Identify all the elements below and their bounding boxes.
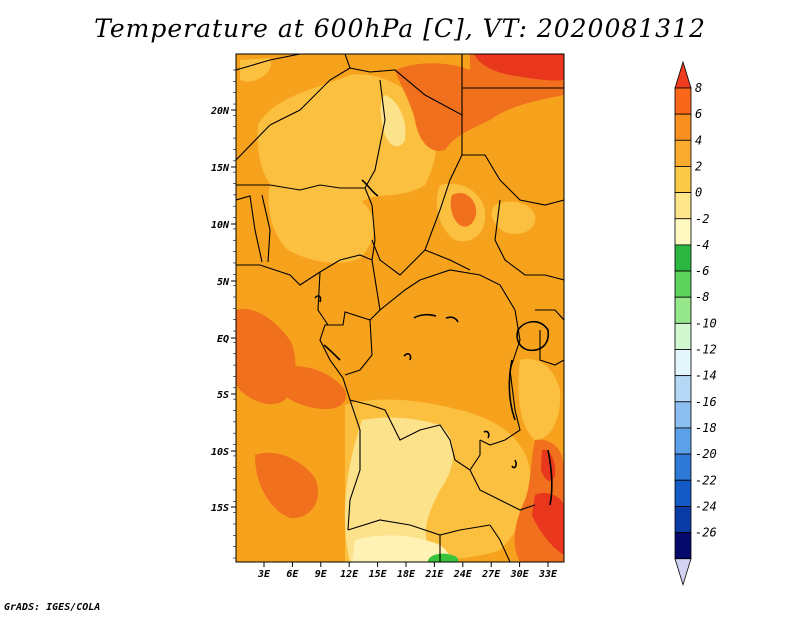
lat-label: 10S — [211, 447, 229, 458]
colorbar-swatch — [674, 532, 692, 560]
colorbar-swatch — [674, 244, 692, 272]
lon-label: 30E — [510, 569, 530, 580]
field-warm-nw — [240, 58, 272, 82]
colorbar-label: -22 — [695, 473, 717, 487]
colorbar-label: -16 — [695, 395, 717, 409]
lon-label: 33E — [538, 569, 558, 580]
colorbar-bottom-arrow — [674, 558, 692, 587]
latitude-axis: 20N 15N 10N 5N EQ 5S 10S 15S — [210, 69, 236, 559]
colorbar-label: -26 — [695, 526, 717, 540]
lat-label: 5S — [217, 390, 229, 401]
colorbar-label: -20 — [695, 447, 717, 461]
colorbar-label: -4 — [695, 238, 709, 252]
colorbar-label: 6 — [695, 107, 702, 121]
lat-label: 5N — [217, 277, 230, 288]
colorbar-label: -8 — [695, 290, 709, 304]
field-cool-sahara — [380, 95, 406, 147]
lat-label: 10N — [211, 220, 230, 231]
colorbar-label: -12 — [695, 343, 717, 357]
colorbar-swatch — [674, 505, 692, 533]
colorbar-swatch — [674, 218, 692, 246]
lat-label: 20N — [210, 106, 230, 117]
colorbar-swatch — [674, 349, 692, 377]
colorbar-swatch — [674, 375, 692, 403]
lat-label: EQ — [217, 334, 229, 345]
colorbar-label: -18 — [695, 421, 717, 435]
lon-label: 3E — [257, 569, 271, 580]
lon-label: 12E — [340, 569, 359, 580]
colorbar-top-arrow — [674, 60, 692, 89]
longitude-axis: 3E 6E 9E 12E 15E 18E 21E 24E 27E 30E 33E — [257, 562, 558, 580]
lon-label: 9E — [315, 569, 328, 580]
field-hot-atlantic — [270, 366, 346, 410]
colorbar-label: -14 — [695, 369, 717, 383]
colorbar-label: -24 — [695, 499, 717, 513]
field-warm-ethiopia — [491, 201, 536, 235]
field-cool-southmost — [352, 535, 451, 562]
lon-label: 6E — [286, 569, 299, 580]
field-green-patch — [428, 553, 459, 562]
colorbar-label: 4 — [695, 133, 702, 147]
colorbar-label: 0 — [695, 186, 702, 200]
colorbar-label: -2 — [695, 212, 709, 226]
lat-label: 15S — [211, 503, 229, 514]
colorbar-swatch — [674, 401, 692, 429]
field-cool-angola — [344, 417, 454, 562]
colorbar-label: -10 — [695, 316, 717, 330]
map-frame — [235, 53, 565, 563]
field-hot-sahara-ne — [395, 54, 564, 151]
colorbar-swatch — [674, 427, 692, 455]
field-warm-lakes — [518, 359, 561, 440]
colorbar-swatch — [674, 166, 692, 193]
colorbar-swatch — [674, 113, 692, 141]
lon-label: 24E — [453, 569, 473, 580]
colorbar-swatch — [674, 453, 692, 481]
colorbar-swatch — [674, 87, 692, 115]
country-borders — [236, 54, 564, 562]
lake-outlines — [314, 179, 553, 506]
colorbar-swatch — [674, 322, 692, 350]
field-hot-southwest — [255, 452, 319, 519]
field-hot-mozambique — [532, 493, 564, 555]
lat-label: 15N — [211, 163, 230, 174]
footer-credit: GrADS: IGES/COLA — [4, 602, 101, 613]
temperature-field — [236, 54, 564, 562]
field-hot-corner — [474, 54, 564, 81]
lon-label: 18E — [397, 569, 416, 580]
colorbar-swatch — [674, 479, 692, 507]
chart-title: Temperature at 600hPa [C], VT: 202008131… — [94, 14, 706, 43]
field-hot-sudan — [450, 192, 477, 227]
colorbar-swatch — [674, 139, 692, 167]
colorbar-label: 8 — [695, 81, 702, 95]
lon-label: 15E — [369, 569, 388, 580]
colorbar-swatch — [674, 270, 692, 298]
colorbar-label: -6 — [695, 264, 709, 278]
lon-label: 27E — [481, 569, 501, 580]
lon-label: 21E — [424, 569, 444, 580]
colorbar-swatch — [674, 192, 692, 220]
field-warm-central — [268, 183, 375, 264]
colorbar-label: 2 — [695, 159, 702, 173]
colorbar: 8 6 4 2 0 -2 -4 -6 -8 -10 -12 -14 -16 -18 -20 -22 -24 -26 — [674, 60, 717, 587]
colorbar-swatch — [674, 296, 692, 324]
